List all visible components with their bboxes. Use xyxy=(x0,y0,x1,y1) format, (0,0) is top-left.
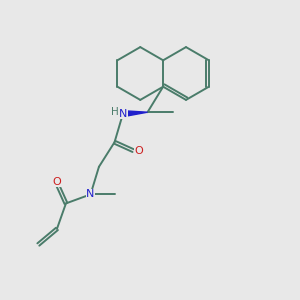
Text: N: N xyxy=(86,189,95,200)
Text: N: N xyxy=(119,109,128,119)
Polygon shape xyxy=(123,111,148,117)
Text: O: O xyxy=(52,177,61,187)
Text: O: O xyxy=(134,146,143,156)
Text: H: H xyxy=(111,106,119,117)
